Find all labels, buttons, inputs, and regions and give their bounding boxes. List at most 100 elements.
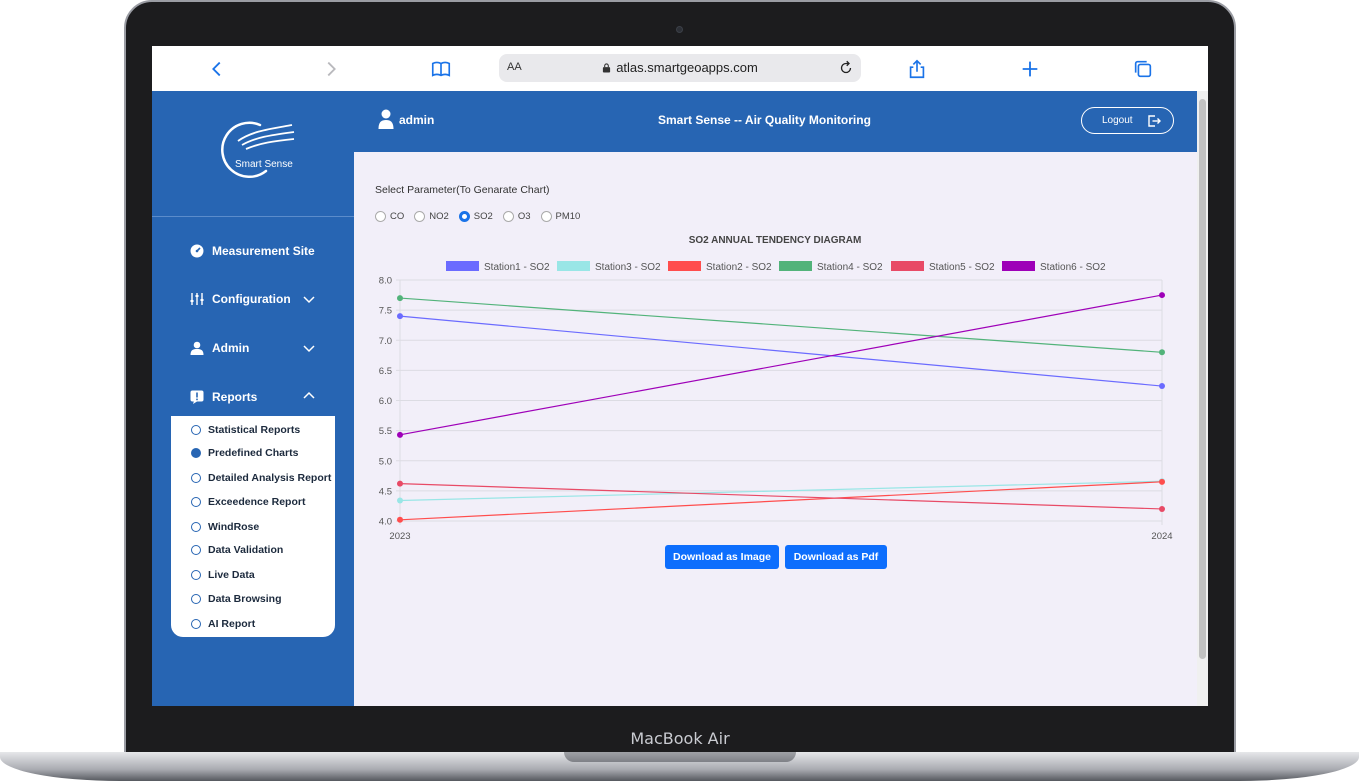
chevron-down-icon[interactable] xyxy=(302,292,316,306)
sliders-icon xyxy=(190,292,204,306)
nav-label: Admin xyxy=(212,341,250,355)
series-line xyxy=(399,315,1163,387)
browser-toolbar: AA atlas.smartgeoapps.com xyxy=(152,46,1208,91)
so2-tendency-chart: SO2 ANNUAL TENDENCY DIAGRAM Station1 - SO… xyxy=(379,235,1173,542)
page-scrollbar[interactable] xyxy=(1197,91,1208,706)
logout-button[interactable]: Logout xyxy=(1081,107,1174,134)
data-point xyxy=(397,480,403,487)
bookmarks-icon[interactable] xyxy=(428,56,454,82)
tabs-overview-icon[interactable] xyxy=(1130,56,1156,82)
main-content: Select Parameter(To Genarate Chart) CO NO… xyxy=(354,152,1197,706)
submenu-item-label: AI Report xyxy=(208,618,256,630)
data-point xyxy=(1159,478,1165,485)
submenu-item[interactable]: WindRose xyxy=(191,518,259,536)
data-point xyxy=(397,516,403,523)
submenu-item[interactable]: Predefined Charts xyxy=(191,444,298,462)
active-dot-icon xyxy=(191,448,201,458)
radio-label: PM10 xyxy=(555,210,581,222)
reload-icon[interactable] xyxy=(837,59,855,77)
app-title: Smart Sense -- Air Quality Monitoring xyxy=(658,113,871,127)
chevron-down-icon[interactable] xyxy=(302,341,316,355)
radio-button[interactable] xyxy=(502,210,514,222)
legend-swatch xyxy=(891,261,924,271)
legend-swatch xyxy=(668,261,701,271)
radio-button[interactable] xyxy=(540,210,552,222)
series-line xyxy=(399,480,1163,502)
parameter-radio[interactable]: SO2 xyxy=(458,210,493,222)
series-line xyxy=(399,481,1163,521)
submenu-item-label: Data Validation xyxy=(208,544,284,556)
smart-sense-logo xyxy=(221,121,295,179)
legend-label: Station5 - SO2 xyxy=(929,262,995,273)
submenu-item[interactable]: Data Validation xyxy=(191,541,283,559)
y-tick-label: 7.0 xyxy=(379,336,392,347)
nav-measurement-site[interactable]: Measurement Site xyxy=(190,239,315,263)
submenu-item[interactable]: Statistical Reports xyxy=(191,421,300,439)
series-line xyxy=(399,297,1163,353)
forward-icon[interactable] xyxy=(318,56,344,82)
y-tick-label: 4.5 xyxy=(379,486,392,497)
legend-swatch xyxy=(446,261,479,271)
data-point xyxy=(397,497,403,504)
nav-label: Measurement Site xyxy=(212,244,315,258)
address-bar[interactable]: AA atlas.smartgeoapps.com xyxy=(499,54,861,82)
y-tick-label: 4.0 xyxy=(379,517,392,528)
nav-label: Reports xyxy=(212,390,258,404)
nav-admin[interactable]: Admin xyxy=(190,336,249,360)
parameter-label: Select Parameter(To Genarate Chart) xyxy=(375,184,550,196)
share-icon[interactable] xyxy=(904,56,930,82)
y-tick-label: 7.5 xyxy=(379,306,392,317)
data-point xyxy=(397,431,403,438)
download-pdf-button[interactable]: Download as Pdf xyxy=(785,545,887,569)
parameter-radio[interactable]: PM10 xyxy=(540,210,581,222)
app: Smart Sense Measurement Site Configurati… xyxy=(152,91,1208,706)
legend-swatch xyxy=(557,261,590,271)
data-point xyxy=(1159,292,1165,299)
submenu-item[interactable]: Data Browsing xyxy=(191,590,282,608)
submenu-item-label: Data Browsing xyxy=(208,593,282,605)
back-icon[interactable] xyxy=(204,56,230,82)
submenu-item[interactable]: AI Report xyxy=(191,615,255,633)
radio-button[interactable] xyxy=(375,210,386,222)
radio-button[interactable] xyxy=(414,210,426,222)
user-icon xyxy=(190,341,204,355)
parameter-radio[interactable]: NO2 xyxy=(414,210,449,222)
y-tick-label: 6.5 xyxy=(379,366,392,377)
data-point xyxy=(1159,349,1165,356)
circle-icon xyxy=(191,473,201,483)
x-tick-label: 2024 xyxy=(1151,531,1172,542)
legend-label: Station6 - SO2 xyxy=(1040,262,1106,273)
radio-button[interactable] xyxy=(458,210,470,222)
nav-reports[interactable]: Reports xyxy=(190,385,257,409)
url-text: atlas.smartgeoapps.com xyxy=(616,60,758,75)
logout-label: Logout xyxy=(1102,115,1133,126)
submenu-item[interactable]: Exceedence Report xyxy=(191,493,305,511)
legend-label: Station1 - SO2 xyxy=(484,262,550,273)
reports-submenu: Statistical Reports Predefined Charts Deta… xyxy=(171,416,335,637)
x-tick-label: 2023 xyxy=(389,531,410,542)
lock-icon xyxy=(603,63,611,73)
logout-icon xyxy=(1148,115,1161,127)
report-icon xyxy=(190,390,204,404)
y-tick-label: 8.0 xyxy=(379,276,392,287)
download-image-button[interactable]: Download as Image xyxy=(665,545,779,569)
data-point xyxy=(397,295,403,302)
circle-icon xyxy=(191,594,201,604)
parameter-radio[interactable]: CO xyxy=(375,210,405,222)
logo-text: Smart Sense xyxy=(235,159,293,170)
user-avatar-icon xyxy=(378,109,394,129)
radio-label: CO xyxy=(390,210,405,222)
parameter-radio[interactable]: O3 xyxy=(502,210,531,222)
data-point xyxy=(1159,505,1165,512)
submenu-item-label: Statistical Reports xyxy=(208,424,301,436)
reader-aa-button[interactable]: AA xyxy=(507,61,522,73)
submenu-item[interactable]: Detailed Analysis Report xyxy=(191,469,331,487)
scrollbar-thumb[interactable] xyxy=(1199,99,1206,659)
submenu-item-label: Detailed Analysis Report xyxy=(208,472,332,484)
submenu-item[interactable]: Live Data xyxy=(191,566,255,584)
screen: AA atlas.smartgeoapps.com xyxy=(152,46,1208,706)
new-tab-icon[interactable] xyxy=(1017,56,1043,82)
nav-configuration[interactable]: Configuration xyxy=(190,287,291,311)
chevron-up-icon[interactable] xyxy=(302,389,316,403)
parameter-radio-group: CO NO2 SO2 O3 PM10 xyxy=(375,209,590,223)
